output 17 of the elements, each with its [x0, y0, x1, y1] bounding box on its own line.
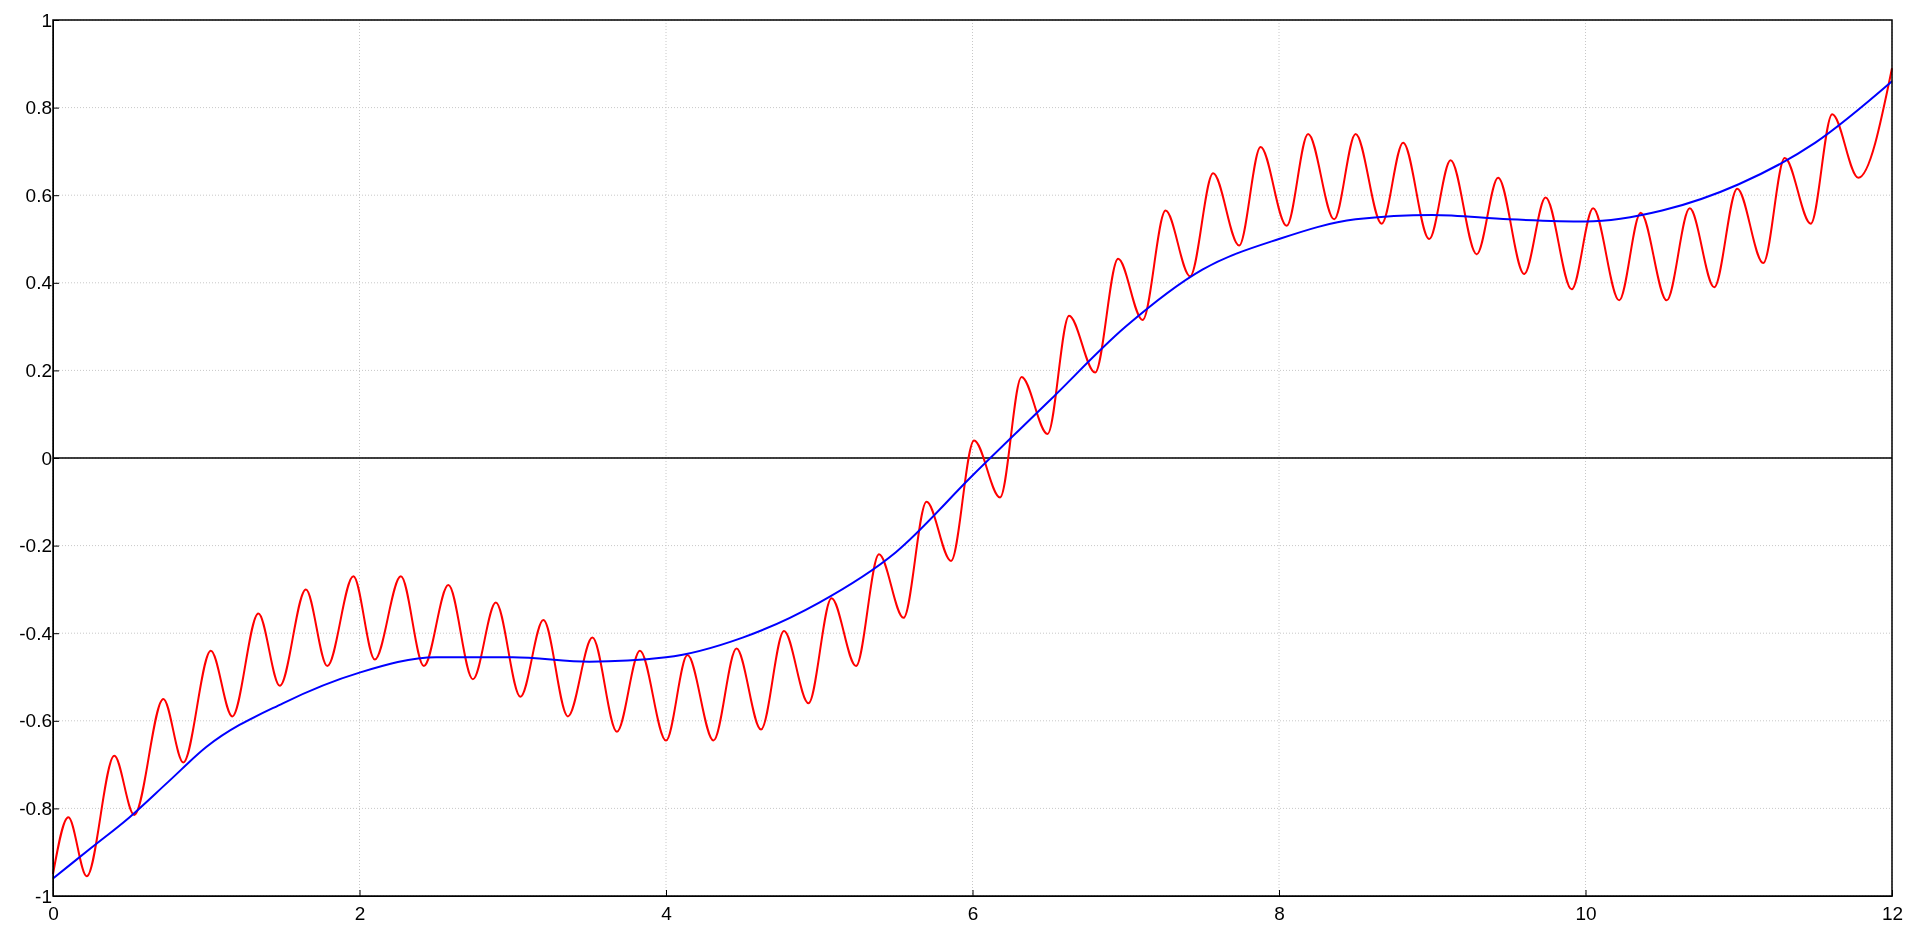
- x-tick-label: 6: [967, 902, 979, 924]
- x-tick-label: 8: [1274, 902, 1285, 924]
- y-tick-label: 0.8: [25, 97, 52, 119]
- y-tick-label: 0.4: [25, 272, 53, 294]
- y-tick-label: -0.8: [19, 797, 52, 819]
- y-tick-label: -1: [35, 885, 52, 907]
- y-tick-label: 0: [41, 447, 52, 469]
- y-tick-label: -0.2: [19, 535, 52, 557]
- y-tick-label: 1: [41, 9, 52, 31]
- y-tick-label: -0.4: [19, 622, 53, 644]
- x-tick-label: 2: [354, 902, 366, 924]
- x-tick-label: 4: [661, 902, 673, 924]
- y-tick-label: -0.6: [19, 710, 52, 732]
- x-tick-label: 10: [1575, 902, 1597, 924]
- y-tick-label: 0.2: [25, 359, 52, 381]
- y-tick-label: 0.6: [25, 184, 52, 206]
- x-tick-label: 12: [1881, 902, 1904, 924]
